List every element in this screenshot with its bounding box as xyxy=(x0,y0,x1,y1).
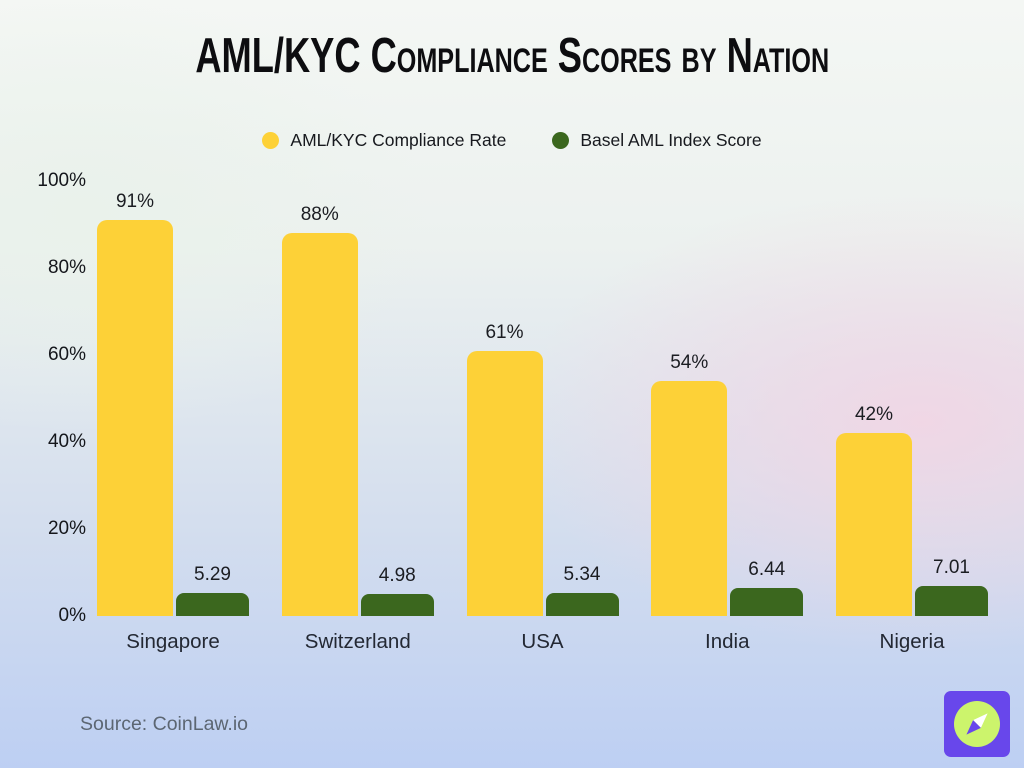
value-label-usa-basel-aml-index-score: 5.34 xyxy=(563,564,601,585)
bar-group-usa: 61% 5.34 USA xyxy=(466,181,619,653)
source-attribution: Source: CoinLaw.io xyxy=(80,713,249,735)
chart-title-row: AML/KYC Compliance Scores by Nation xyxy=(0,28,1024,84)
bar-usa-basel-aml-index-score xyxy=(545,593,619,616)
coinlaw-logo xyxy=(944,691,1010,757)
chart-title: AML/KYC Compliance Scores by Nation xyxy=(195,29,829,83)
y-axis-tick: 40% xyxy=(47,431,86,452)
bar-wrap: 5.29 xyxy=(176,181,249,616)
value-label-nigeria-aml-kyc-compliance-rate: 42% xyxy=(854,404,894,425)
bar-wrap: 61% xyxy=(466,181,543,616)
value-label-nigeria-basel-aml-index-score: 7.01 xyxy=(933,557,970,578)
bar-wrap: 54% xyxy=(651,181,728,616)
bar-singapore-aml-kyc-compliance-rate xyxy=(97,220,173,616)
bar-wrap: 7.01 xyxy=(915,181,988,616)
value-label-singapore-basel-aml-index-score: 5.29 xyxy=(194,564,231,585)
plot-area: 91% 5.29 Singapore 88% 4.98 Switzerland 61% 5.3… xyxy=(97,181,988,653)
category-label-nigeria: Nigeria xyxy=(879,630,945,653)
bar-nigeria-basel-aml-index-score xyxy=(915,586,988,616)
legend-item-compliance-rate: AML/KYC Compliance Rate xyxy=(262,130,506,151)
compass-icon xyxy=(954,701,1000,747)
category-label-usa: USA xyxy=(521,630,564,653)
y-axis-tick: 20% xyxy=(47,518,86,539)
value-label-india-aml-kyc-compliance-rate: 54% xyxy=(670,352,709,373)
bar-wrap: 42% xyxy=(836,181,912,616)
bar-switzerland-basel-aml-index-score xyxy=(360,594,434,616)
value-label-usa-aml-kyc-compliance-rate: 61% xyxy=(485,322,524,343)
y-axis-tick: 0% xyxy=(58,605,86,626)
legend-label: Basel AML Index Score xyxy=(580,130,762,150)
value-label-singapore-aml-kyc-compliance-rate: 91% xyxy=(115,191,155,212)
y-axis-tick: 80% xyxy=(47,257,86,278)
bar-group-india: 54% 6.44 India xyxy=(651,181,804,653)
bar-wrap: 4.98 xyxy=(360,181,434,616)
bar-singapore-basel-aml-index-score xyxy=(176,593,249,616)
chart-legend: AML/KYC Compliance Rate Basel AML Index … xyxy=(0,130,1024,151)
bar-wrap: 91% xyxy=(97,181,173,616)
bar-wrap: 5.34 xyxy=(545,181,619,616)
value-label-switzerland-basel-aml-index-score: 4.98 xyxy=(378,565,416,586)
bar-nigeria-aml-kyc-compliance-rate xyxy=(836,433,912,616)
bar-usa-aml-kyc-compliance-rate xyxy=(466,351,543,616)
category-label-singapore: Singapore xyxy=(126,630,220,653)
legend-label: AML/KYC Compliance Rate xyxy=(290,130,507,150)
y-axis-tick: 60% xyxy=(47,344,86,365)
bar-wrap: 88% xyxy=(281,181,358,616)
bar-india-aml-kyc-compliance-rate xyxy=(651,381,728,616)
bar-group-switzerland: 88% 4.98 Switzerland xyxy=(281,181,434,653)
bar-wrap: 6.44 xyxy=(730,181,804,616)
bar-group-singapore: 91% 5.29 Singapore xyxy=(97,181,249,653)
y-axis: 100% 80% 60% 40% 20% 0% xyxy=(18,170,86,626)
bar-group-nigeria: 42% 7.01 Nigeria xyxy=(836,181,988,653)
bar-switzerland-aml-kyc-compliance-rate xyxy=(281,233,358,616)
legend-dot-green-icon xyxy=(552,132,570,149)
bar-india-basel-aml-index-score xyxy=(730,588,804,616)
legend-dot-yellow-icon xyxy=(262,132,280,149)
value-label-india-basel-aml-index-score: 6.44 xyxy=(748,559,786,580)
category-label-india: India xyxy=(705,630,750,653)
value-label-switzerland-aml-kyc-compliance-rate: 88% xyxy=(300,204,339,225)
category-label-switzerland: Switzerland xyxy=(304,630,411,653)
legend-item-basel-index: Basel AML Index Score xyxy=(552,130,762,151)
y-axis-tick: 100% xyxy=(37,170,86,191)
